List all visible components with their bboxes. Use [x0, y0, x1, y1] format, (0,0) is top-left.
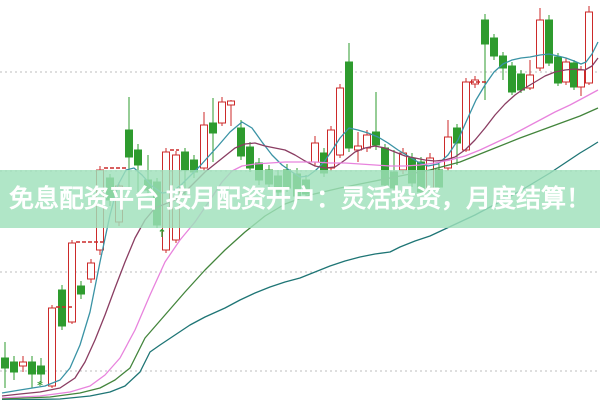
candle-body: [218, 101, 226, 124]
candle-body: [336, 87, 344, 156]
candle-body: [227, 100, 235, 106]
candle-body: [200, 124, 208, 169]
promo-banner-text: 免息配资平台 按月配资开户：灵活投资，月度结算！: [9, 184, 591, 213]
candle-body: [87, 262, 95, 280]
candle-body: [48, 307, 56, 387]
ma-line-MA-green: [1, 107, 599, 400]
candle-body: [345, 61, 353, 149]
candle-body: [237, 127, 245, 157]
candle-body: [58, 289, 66, 327]
candle-body: [68, 242, 76, 323]
candle-body: [554, 56, 562, 84]
candle-body: [444, 136, 452, 169]
candle-body: [19, 361, 27, 367]
candle-body: [508, 65, 516, 93]
candle-body: [77, 285, 85, 295]
candle-body: [577, 69, 585, 88]
candle-body: [134, 149, 142, 166]
signal-marker: ↑: [157, 227, 166, 240]
candle-body: [536, 19, 544, 69]
candle-body: [570, 62, 578, 88]
candle-body: [354, 145, 362, 151]
candle-body: [562, 61, 570, 83]
signal-marker: *: [37, 379, 43, 392]
candle-body: [490, 37, 498, 57]
candle-body: [462, 81, 470, 151]
candle-body: [181, 151, 189, 171]
candle-body: [209, 122, 217, 134]
ma-line-MA-mid-maroon: [1, 57, 599, 397]
candle-body: [311, 142, 319, 163]
ma-line-MA-pink: [1, 89, 599, 399]
candle-body: [363, 134, 371, 149]
candle-body: [585, 11, 593, 84]
candle-body: [545, 19, 553, 64]
candle-body: [517, 73, 525, 91]
candle-body: [372, 131, 380, 146]
candle-body: [481, 19, 489, 45]
promo-banner: 免息配资平台 按月配资开户：灵活投资，月度结算！: [0, 170, 600, 228]
candle-body: [1, 357, 9, 369]
candle-body: [10, 361, 18, 373]
candle-body: [28, 361, 36, 375]
candle-body: [526, 74, 534, 89]
candle-body: [125, 129, 133, 158]
candle-body: [37, 365, 45, 375]
candle-body: [246, 146, 254, 169]
